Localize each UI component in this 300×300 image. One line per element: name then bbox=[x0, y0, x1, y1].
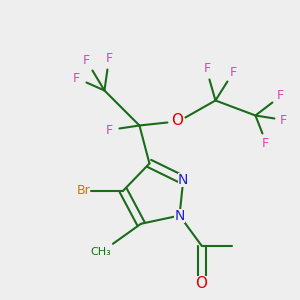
Text: N: N bbox=[174, 208, 185, 223]
Text: O: O bbox=[196, 276, 208, 291]
Text: F: F bbox=[73, 72, 80, 85]
Text: F: F bbox=[280, 114, 287, 127]
Text: N: N bbox=[178, 173, 188, 187]
Text: CH₃: CH₃ bbox=[91, 247, 111, 257]
Text: F: F bbox=[204, 62, 211, 75]
Text: O: O bbox=[171, 113, 183, 128]
Text: F: F bbox=[106, 52, 113, 65]
Text: F: F bbox=[83, 54, 90, 67]
Text: F: F bbox=[106, 124, 113, 137]
Text: F: F bbox=[262, 137, 269, 150]
Text: Br: Br bbox=[76, 184, 90, 197]
Text: F: F bbox=[230, 66, 237, 79]
Text: F: F bbox=[277, 89, 284, 102]
